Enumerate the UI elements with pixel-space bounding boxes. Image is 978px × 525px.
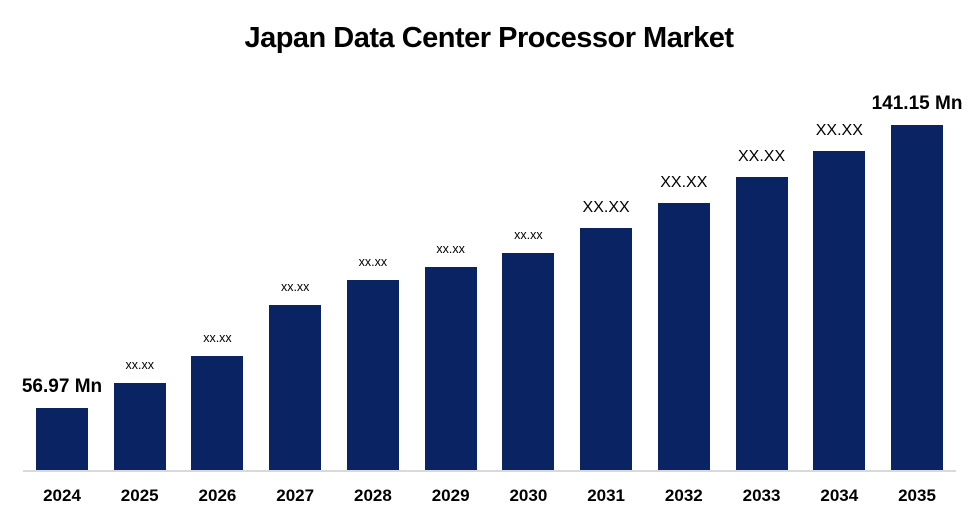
bar-value-label-2029: xx.xx bbox=[436, 241, 465, 256]
x-axis-tick-label-2035: 2035 bbox=[898, 486, 936, 505]
bar-value-label-2026: xx.xx bbox=[203, 330, 232, 345]
bar-2035 bbox=[891, 125, 944, 470]
bar-value-label-2031: XX.XX bbox=[582, 199, 630, 216]
bar-2026 bbox=[191, 356, 244, 470]
bar-value-label-2030: xx.xx bbox=[514, 227, 543, 242]
bar-value-label-2034: XX.XX bbox=[815, 122, 863, 139]
bar-2033 bbox=[735, 177, 788, 470]
bar-value-label-2028: xx.xx bbox=[358, 254, 388, 269]
bar-2034 bbox=[813, 151, 866, 470]
x-axis-tick-label-2026: 2026 bbox=[198, 486, 237, 505]
bar-2028 bbox=[346, 280, 399, 470]
x-axis-tick-label-2031: 2031 bbox=[587, 486, 626, 505]
bar-2030 bbox=[502, 253, 555, 470]
x-axis-tick-label-2030: 2030 bbox=[509, 486, 548, 505]
x-axis-tick-label-2029: 2029 bbox=[431, 486, 470, 505]
x-axis-tick-label-2027: 2027 bbox=[276, 486, 315, 505]
bar-value-label-2025: xx.xx bbox=[125, 357, 154, 372]
x-axis-tick-label-2028: 2028 bbox=[353, 486, 392, 505]
bar-2024 bbox=[36, 408, 88, 470]
bar-value-label-2033: XX.XX bbox=[737, 148, 786, 165]
bar-value-label-2024: 56.97 Mn bbox=[21, 376, 103, 397]
x-axis-tick-label-2033: 2033 bbox=[742, 486, 781, 505]
bar-2027 bbox=[269, 305, 322, 470]
x-axis-line bbox=[23, 470, 956, 472]
x-axis-tick-label-2025: 2025 bbox=[120, 486, 159, 505]
x-axis-tick-label-2032: 2032 bbox=[664, 486, 703, 505]
chart-title: Japan Data Center Processor Market bbox=[244, 22, 734, 54]
bar-value-label-2032: XX.XX bbox=[660, 174, 708, 191]
bar-2032 bbox=[657, 203, 710, 470]
bar-2031 bbox=[580, 228, 633, 470]
bar-value-label-2035: 141.15 Mn bbox=[871, 93, 963, 114]
bar-value-label-2027: xx.xx bbox=[280, 279, 310, 294]
bar-2025 bbox=[113, 383, 166, 470]
x-axis-tick-label-2024: 2024 bbox=[43, 486, 81, 505]
x-axis-tick-label-2034: 2034 bbox=[820, 486, 859, 505]
bar-2029 bbox=[424, 267, 477, 470]
